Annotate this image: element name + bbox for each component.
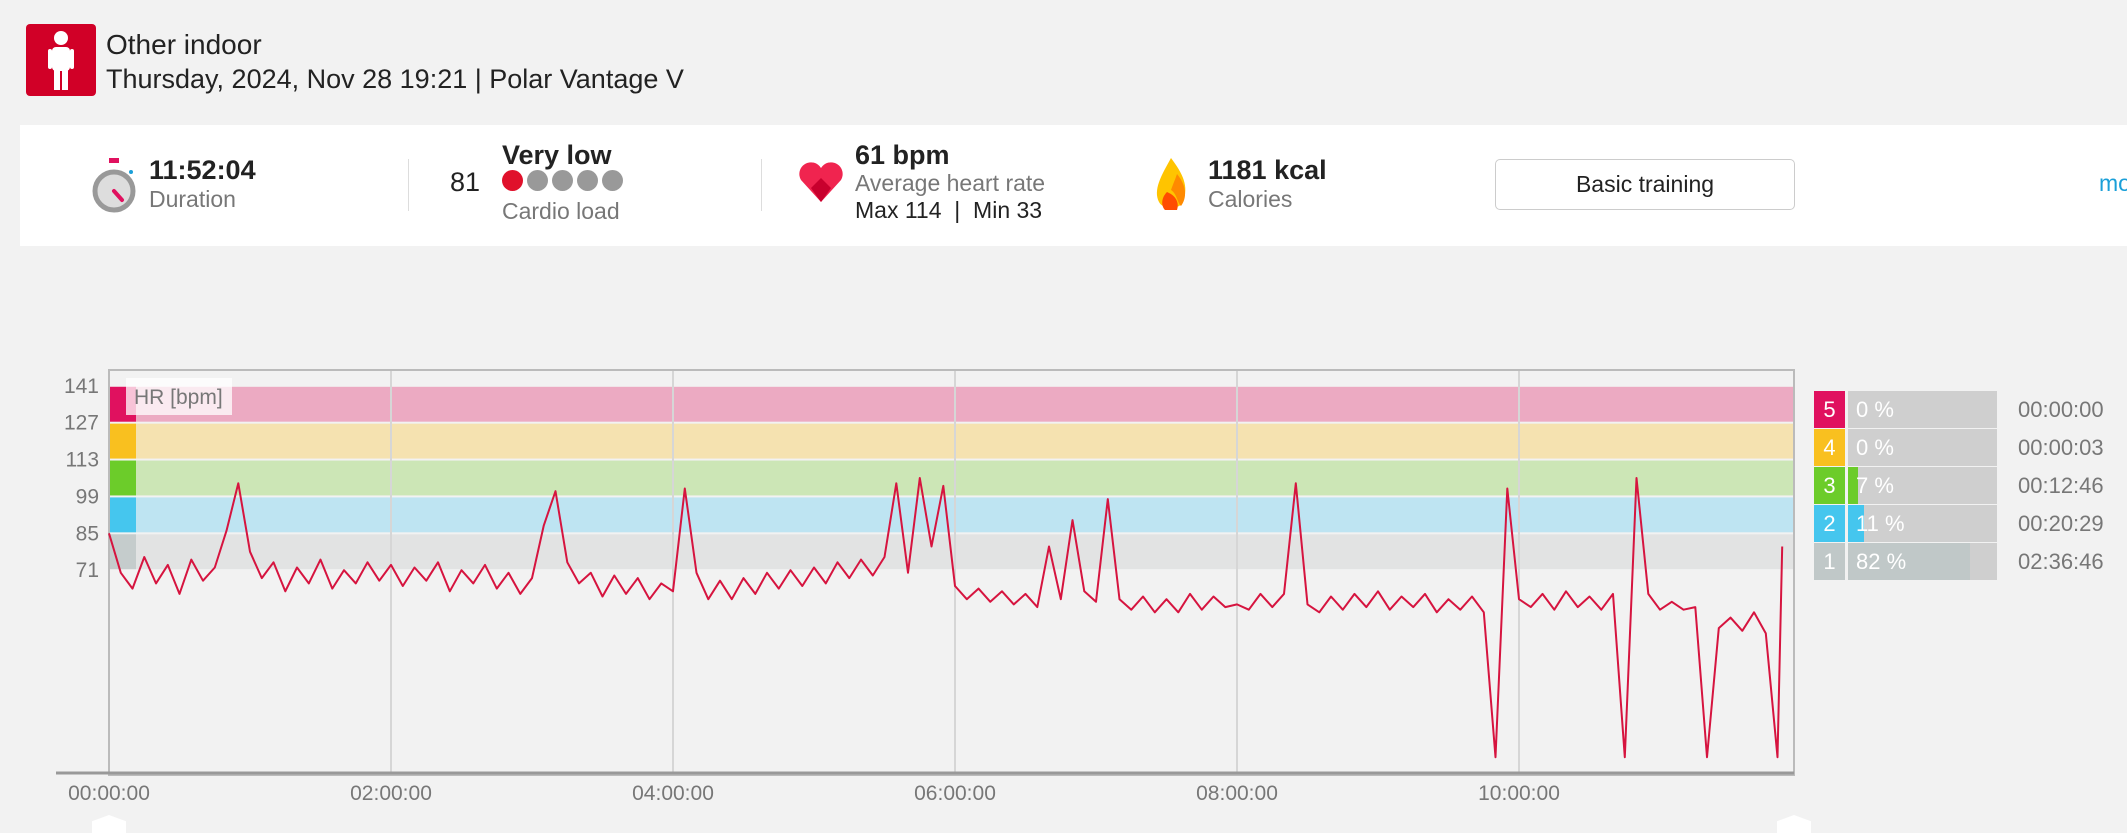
y-tick-label: 85 [76, 522, 99, 545]
y-tick-label: 141 [64, 375, 99, 398]
zone-row: 1 82 % [1814, 543, 1997, 580]
zone-number: 4 [1814, 429, 1845, 466]
zone-time: 02:36:46 [2018, 549, 2104, 574]
zone-row: 2 11 % [1814, 505, 1997, 542]
zone-number: 5 [1814, 391, 1845, 428]
avg-hr-value: 61 bpm [855, 140, 950, 170]
hr-chart: HR [bpm] 141 127 113 99 85 71 00:00:00 02:00:0… [56, 369, 1795, 805]
cardio-dot-empty [527, 170, 548, 191]
y-tick-label: 127 [64, 412, 99, 435]
cardio-load-dots [502, 170, 627, 196]
summary-card [20, 125, 2127, 246]
zone-percent: 11 % [1856, 511, 1905, 536]
stopwatch-icon [91, 158, 137, 221]
x-tick-label: 02:00:00 [350, 782, 432, 805]
zone-time: 00:00:00 [2018, 397, 2104, 422]
x-tick-label: 00:00:00 [68, 782, 150, 805]
zone-row: 3 7 % [1814, 467, 1997, 504]
zone-bar: 7 % [1848, 467, 1997, 504]
zone-number: 1 [1814, 543, 1845, 580]
zone-bar-fill [1848, 505, 1865, 542]
zone-band-4 [110, 423, 1793, 459]
zone-band-3 [110, 460, 1793, 496]
person-standing-icon [26, 24, 96, 96]
duration-label: Duration [149, 186, 236, 212]
zone-number: 3 [1814, 467, 1845, 504]
zone-band-5 [110, 386, 1793, 422]
zone-bar: 82 % [1848, 543, 1997, 580]
zone-time: 00:12:46 [2018, 473, 2104, 498]
series-label: HR [bpm] [134, 386, 223, 409]
zone-time: 00:20:29 [2018, 511, 2104, 536]
cardio-dot-empty [552, 170, 573, 191]
training-benefit-button[interactable]: Basic training [1495, 159, 1795, 210]
zone-number: 2 [1814, 505, 1845, 542]
range-start-handle[interactable] [92, 815, 126, 833]
series-label-box [126, 378, 232, 415]
calories-label: Calories [1208, 186, 1293, 212]
x-tick-label: 04:00:00 [632, 782, 714, 805]
zone-bar-fill [1848, 467, 1859, 504]
divider [408, 159, 409, 211]
duration-value: 11:52:04 [149, 155, 256, 185]
y-tick-label: 71 [76, 559, 99, 582]
cardio-load-label: Cardio load [502, 198, 620, 224]
cardio-dot-empty [602, 170, 623, 191]
zone-strip-4 [110, 423, 136, 459]
sport-title: Other indoor [106, 29, 262, 60]
cardio-load-score: 81 [450, 167, 481, 197]
calories-value: 1181 kcal [1208, 155, 1327, 185]
divider [761, 159, 762, 211]
zone-bar-fill [1848, 543, 1971, 580]
zone-row: 5 0 % [1814, 391, 1997, 428]
zone-time: 00:00:03 [2018, 435, 2104, 460]
zone-percent: 0 % [1856, 435, 1894, 460]
cardio-dot-filled [502, 170, 523, 191]
zone-strip-2 [110, 497, 136, 533]
x-tick-label: 06:00:00 [914, 782, 996, 805]
zone-bar: 0 % [1848, 391, 1997, 428]
range-end-handle[interactable] [1777, 815, 1811, 833]
zone-bar: 0 % [1848, 429, 1997, 466]
hr-max-min: Max 114 | Min 33 [855, 197, 1043, 223]
y-tick-label: 113 [66, 449, 99, 472]
x-tick-label: 10:00:00 [1478, 782, 1560, 805]
zone-bar: 11 % [1848, 505, 1997, 542]
zone-percent: 7 % [1856, 473, 1894, 498]
heart-icon [798, 160, 844, 209]
zone-strip-3 [110, 460, 136, 496]
zone-percent: 82 % [1856, 549, 1907, 574]
x-tick-label: 08:00:00 [1196, 782, 1278, 805]
zone-row: 4 0 % [1814, 429, 1997, 466]
session-subtitle: Thursday, 2024, Nov 28 19:21 | Polar Van… [106, 64, 684, 94]
zone-percent: 0 % [1856, 397, 1894, 422]
cardio-load-level: Very low [502, 140, 612, 170]
y-tick-label: 99 [76, 485, 99, 508]
avg-hr-label: Average heart rate [855, 170, 1046, 196]
flame-icon [1153, 158, 1191, 215]
hr-series-line [108, 477, 1784, 759]
zone-band-2 [110, 497, 1793, 533]
cardio-dot-empty [577, 170, 598, 191]
more-link[interactable]: mo [2099, 170, 2127, 196]
